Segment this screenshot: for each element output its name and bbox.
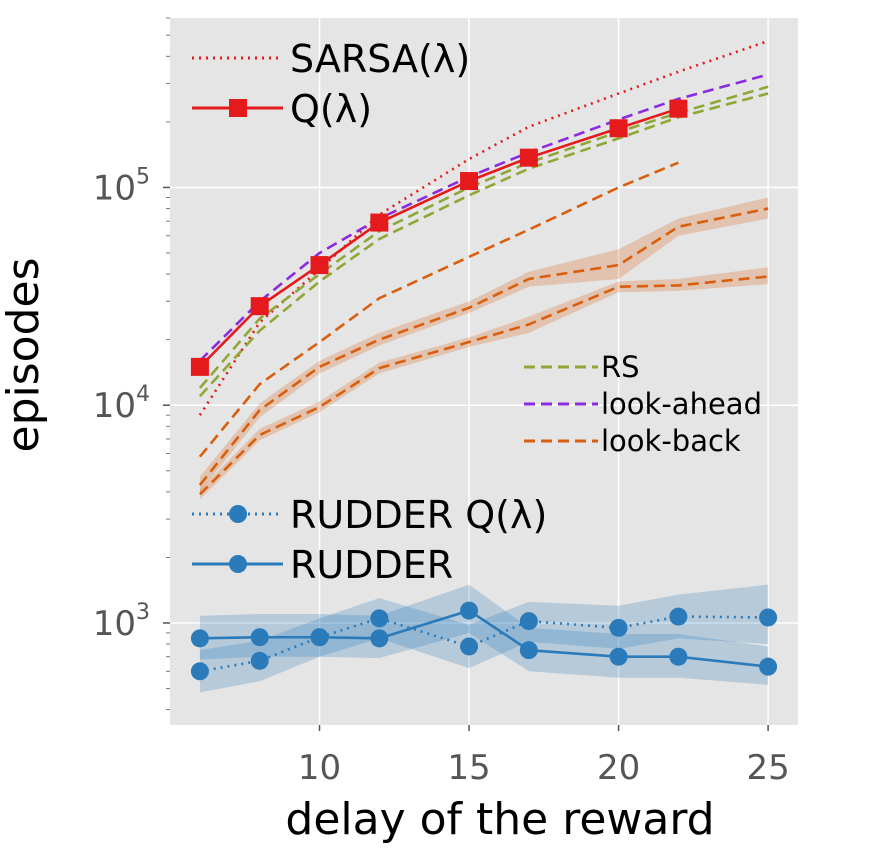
legend-top-left: SARSA(λ) Q(λ) [192,37,470,131]
marker-rudder [669,647,688,666]
marker-q [370,213,389,232]
marker-rudder-q [519,612,538,631]
x-tick-label: 10 [298,748,341,788]
y-tick-label: 105 [93,164,150,208]
band-series-6 [199,197,769,492]
line-series-7 [198,275,769,496]
legend-rs-label: RS [601,350,640,384]
marker-rudder [759,657,778,676]
legend-q-marker [229,99,247,117]
legend-q-label: Q(λ) [290,87,372,131]
marker-rudder [609,647,628,666]
line-look-back [198,161,679,458]
series-markers [190,99,778,681]
marker-rudder-q [669,607,688,626]
marker-q [310,256,329,275]
marker-rudder [250,628,269,647]
x-tick-label: 15 [447,748,490,788]
legend-rudder-q-marker [229,505,247,523]
line-q [198,107,679,368]
marker-q [460,172,479,191]
marker-rudder [310,628,329,647]
legend-rudder-marker [229,555,247,573]
marker-q [190,357,209,376]
x-axis-title: delay of the reward [285,794,714,845]
y-tick-label: 103 [93,600,150,644]
marker-rudder-q [759,608,778,627]
marker-q [609,119,628,138]
marker-q [669,99,688,118]
marker-q [519,148,538,167]
line-series-6 [198,207,769,486]
marker-q [250,297,269,316]
x-tick-label: 25 [746,748,789,788]
legend-rudder-q-label: RUDDER Q(λ) [290,493,547,537]
legend-center-right: RS look-ahead look-back [524,350,762,458]
x-axis-ticks: 10 15 20 25 [298,725,790,788]
marker-rudder [190,629,209,648]
plot-background [170,18,798,725]
legend-rudder-label: RUDDER [290,543,453,587]
legend-look-back-label: look-back [601,424,741,458]
marker-rudder-q [250,651,269,670]
marker-rudder-q [370,609,389,628]
legend-look-ahead-label: look-ahead [601,387,762,421]
marker-rudder [370,629,389,648]
band-rudder-q [199,584,769,693]
marker-rudder [519,641,538,660]
marker-rudder-q [609,618,628,637]
marker-rudder-q [460,637,479,656]
watermark: https://blog.csdn.net/sdu_hao [675,835,868,850]
legend-sarsa-label: SARSA(λ) [290,37,470,81]
marker-rudder-q [190,662,209,681]
x-tick-label: 20 [597,748,640,788]
marker-rudder [460,601,479,620]
y-axis-ticks: 103 104 105 [93,17,170,711]
legend-lower-left: RUDDER Q(λ) RUDDER [192,493,547,587]
y-axis-title: episodes [0,258,49,453]
y-tick-label: 104 [93,382,150,426]
